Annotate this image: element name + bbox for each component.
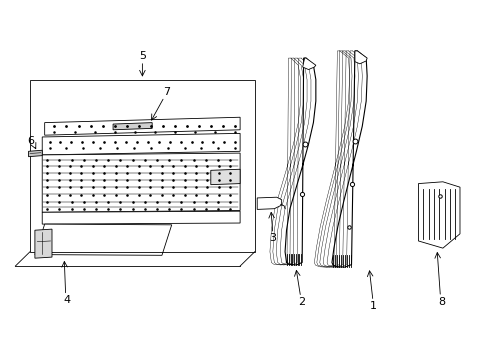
Polygon shape bbox=[285, 58, 316, 265]
Polygon shape bbox=[355, 51, 367, 64]
Polygon shape bbox=[45, 117, 240, 135]
Polygon shape bbox=[257, 197, 282, 210]
Bar bbox=[30, 80, 255, 252]
Text: 3: 3 bbox=[270, 233, 276, 243]
Polygon shape bbox=[42, 153, 240, 212]
Text: 2: 2 bbox=[297, 297, 305, 307]
Text: 8: 8 bbox=[439, 297, 445, 307]
Polygon shape bbox=[35, 229, 52, 258]
Text: 1: 1 bbox=[369, 301, 376, 311]
Text: 6: 6 bbox=[27, 136, 34, 145]
Polygon shape bbox=[113, 123, 152, 130]
Polygon shape bbox=[303, 58, 316, 69]
Polygon shape bbox=[211, 169, 240, 185]
Polygon shape bbox=[332, 51, 367, 267]
Polygon shape bbox=[28, 150, 42, 157]
Text: 4: 4 bbox=[63, 295, 70, 305]
Polygon shape bbox=[42, 211, 240, 224]
Text: 5: 5 bbox=[139, 51, 146, 61]
Polygon shape bbox=[418, 182, 460, 248]
Text: 7: 7 bbox=[163, 87, 171, 97]
Polygon shape bbox=[42, 134, 240, 155]
Polygon shape bbox=[35, 224, 171, 255]
